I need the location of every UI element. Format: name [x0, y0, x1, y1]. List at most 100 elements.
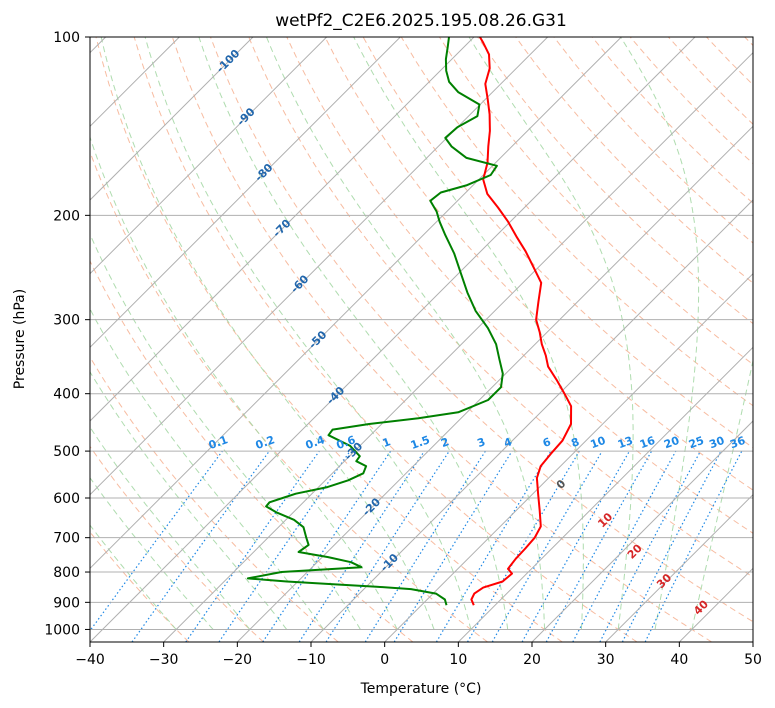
- isotherm-line: [90, 37, 401, 349]
- mixing-ratio-line: [521, 450, 631, 642]
- mixing-ratio-label: 36: [728, 434, 747, 452]
- mixing-ratio-line: [545, 450, 653, 642]
- isotherm-line: [605, 493, 753, 642]
- x-axis-ticks: −40 −30 −20 −10 0 10 20 30 40 50: [75, 642, 762, 668]
- mixing-ratio-line: [572, 450, 677, 642]
- y-tick-label: 400: [53, 387, 80, 403]
- isotherm-line: [310, 199, 753, 642]
- x-tick-label: −20: [223, 652, 253, 668]
- moist-adiabat-line: [100, 37, 435, 630]
- x-tick-label: 40: [670, 652, 688, 668]
- moist-adiabat-line: [144, 37, 472, 630]
- mixing-ratio-label: 20: [662, 434, 681, 452]
- dry-adiabat-line: [90, 150, 488, 642]
- moist-adiabat-line: [691, 358, 753, 630]
- mixing-ratio-label: 10: [589, 434, 608, 452]
- x-tick-label: 20: [523, 652, 541, 668]
- x-tick-label: 10: [449, 652, 467, 668]
- dry-adiabat-line: [553, 37, 753, 244]
- mixing-ratio-label: 1: [381, 435, 393, 450]
- isotherm-line: [90, 37, 254, 201]
- mixing-ratio-line: [262, 450, 392, 642]
- mixing-ratio-label: 8: [569, 435, 581, 450]
- moist-adiabat-line: [198, 37, 509, 630]
- x-tick-label: 50: [744, 652, 762, 668]
- y-axis-label: Pressure (hPa): [12, 289, 28, 389]
- mixing-ratio-line: [644, 450, 743, 642]
- isotherm-line: [531, 420, 753, 642]
- x-axis-label: Temperature (°C): [360, 681, 482, 697]
- y-tick-label: 200: [53, 208, 80, 224]
- chart-title: wetPf2_C2E6.2025.195.08.26.G31: [275, 11, 567, 31]
- x-tick-label: 0: [380, 652, 389, 668]
- dry-adiabat-line: [90, 445, 264, 642]
- mixing-ratio-line: [364, 450, 486, 642]
- x-tick-label: 30: [597, 652, 615, 668]
- y-tick-label: 1000: [44, 622, 80, 638]
- mixing-ratio-line: [90, 450, 223, 632]
- isotherm-line: [163, 51, 753, 642]
- moist-adiabat-line: [353, 37, 584, 630]
- mixing-ratio-line: [185, 450, 320, 642]
- y-tick-label: 900: [53, 595, 80, 611]
- isotherm-line: [90, 37, 622, 570]
- isotherm-line: [678, 567, 753, 642]
- y-axis-ticks: 100 200 300 400 500 600 700 800 900 1000: [44, 30, 90, 638]
- y-tick-label: 500: [53, 444, 80, 460]
- mixing-ratio-label: 0.6: [335, 433, 358, 452]
- y-tick-label: 600: [53, 491, 80, 507]
- moist-adiabat-line: [90, 476, 214, 630]
- mixing-ratio-label: 0.4: [304, 433, 327, 452]
- lcl-label: 30: [654, 571, 674, 591]
- mixing-ratio-label: 0.1: [207, 433, 230, 452]
- x-tick-label: −10: [296, 652, 326, 668]
- grid-lines: [90, 37, 753, 642]
- mixing-ratio-label: 6: [541, 435, 553, 450]
- isotherm-line: [457, 346, 753, 642]
- mixing-ratio-label: 30: [707, 434, 726, 452]
- mixing-ratio-label: 25: [687, 434, 706, 451]
- isotherm-line: [236, 125, 753, 642]
- dry-adiabat-line: [248, 37, 753, 578]
- isotherm-line: [384, 272, 753, 642]
- inner-labels: -100-90-80-70-60-50-40-30-20-100.1 0.2 0.4…: [207, 47, 747, 618]
- moist-adiabat-line: [90, 308, 324, 630]
- mixing-ratio-label: 1.5: [409, 433, 432, 452]
- mixing-ratio-line: [131, 450, 270, 642]
- dewpoint-profile-line: [246, 37, 504, 606]
- temperature-profile-line: [470, 37, 573, 606]
- mixing-ratio-line: [325, 450, 450, 642]
- moist-adiabat-line: [468, 37, 634, 630]
- dry-adiabat-line: [286, 37, 753, 534]
- moist-adiabat-line: [90, 135, 398, 630]
- dry-adiabat-line: [515, 37, 753, 284]
- dry-adiabat-line: [90, 259, 414, 642]
- x-tick-label: −40: [75, 652, 105, 668]
- moist-adiabat-line: [90, 233, 361, 630]
- mixing-ratio-line: [218, 450, 351, 642]
- dry-adiabat-line: [668, 37, 753, 125]
- mixing-ratio-label: 4: [502, 435, 514, 450]
- mixing-ratio-label: 0.2: [254, 433, 277, 452]
- lcl-label: 40: [691, 597, 711, 617]
- mixing-ratio-label: 3: [475, 435, 487, 450]
- moist-adiabat-line: [266, 37, 546, 630]
- mixing-ratio-line: [435, 450, 552, 642]
- moist-adiabat-line: [90, 426, 251, 630]
- mixing-ratio-line: [298, 450, 425, 642]
- lcl-label: 10: [595, 510, 615, 530]
- plot-frame: [89, 36, 754, 643]
- background-lines: [90, 37, 753, 642]
- isotherm-line: [752, 641, 753, 642]
- dry-adiabat-line: [90, 356, 339, 642]
- y-tick-label: 100: [53, 30, 80, 46]
- dry-adiabat-line: [706, 37, 753, 86]
- series-lines: [246, 37, 573, 606]
- moist-adiabat-line: [90, 370, 288, 630]
- isotherm-line: [90, 37, 475, 422]
- moist-adiabat-line: [90, 524, 177, 630]
- isotherm-line: [90, 37, 328, 275]
- dry-adiabat-line: [133, 37, 638, 642]
- dry-adiabat-line: [324, 37, 753, 491]
